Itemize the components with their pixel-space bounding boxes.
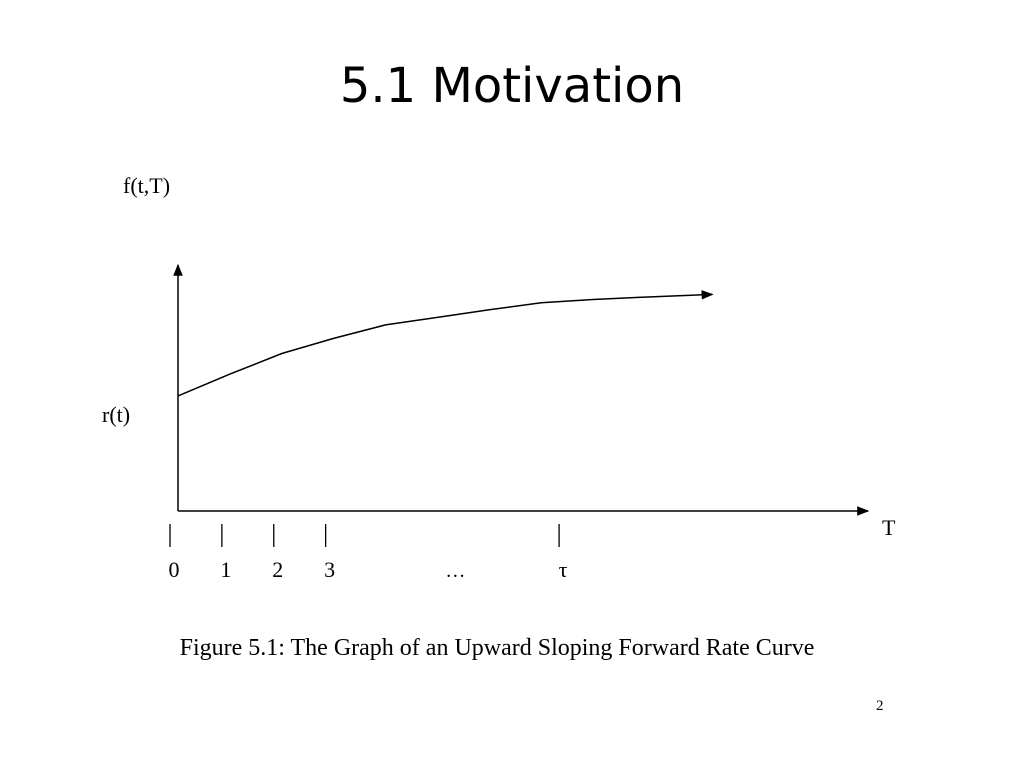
figure-caption: Figure 5.1: The Graph of an Upward Slopi… <box>179 635 815 661</box>
x-tick-labels: 0 1 2 3 τ <box>169 557 568 582</box>
x-tick-label: 2 <box>272 557 283 582</box>
x-axis-label: T <box>882 515 896 540</box>
x-ticks <box>169 524 560 547</box>
x-tick-label: 0 <box>169 557 180 582</box>
forward-rate-curve <box>177 290 714 397</box>
x-ellipsis-label: … <box>445 560 465 582</box>
x-tick-label: τ <box>559 557 568 582</box>
y-intercept-label: r(t) <box>102 402 130 427</box>
page-number: 2 <box>876 698 884 714</box>
y-axis-label: f(t,T) <box>123 173 170 198</box>
slide-title: 5.1 Motivation <box>339 58 685 114</box>
x-tick-label: 3 <box>324 557 335 582</box>
x-tick-label: 1 <box>220 557 231 582</box>
